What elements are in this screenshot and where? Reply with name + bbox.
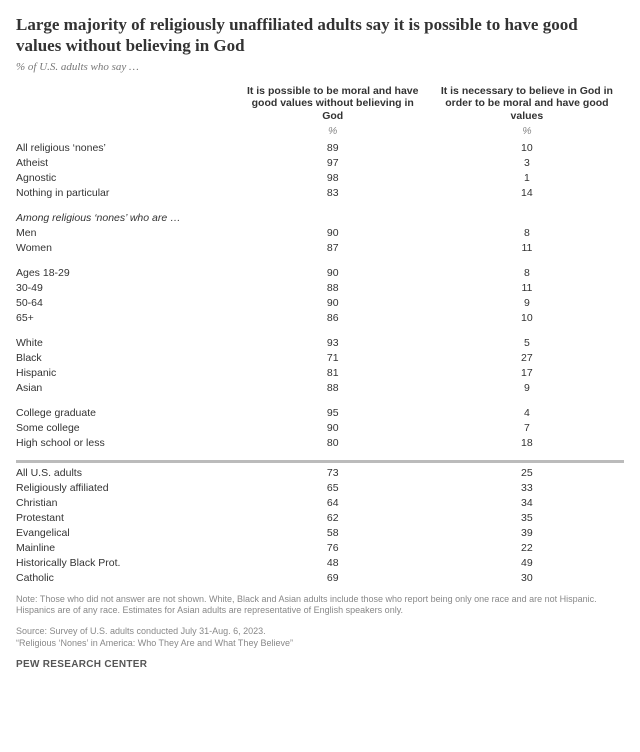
table-row: 65+8610 [16, 310, 624, 325]
note-text: Note: Those who did not answer are not s… [16, 594, 624, 617]
data-table: It is possible to be moral and have good… [16, 85, 624, 586]
table-row: Women8711 [16, 240, 624, 255]
pct-symbol: % [236, 124, 430, 140]
table-row: Asian889 [16, 380, 624, 395]
pct-symbol: % [430, 124, 624, 140]
section-header: Among religious ‘nones’ who are … [16, 210, 624, 225]
col1-header: It is possible to be moral and have good… [236, 85, 430, 125]
table-row: Atheist973 [16, 155, 624, 170]
table-row: Mainline7622 [16, 541, 624, 556]
table-row: Christian6434 [16, 496, 624, 511]
table-row: Nothing in particular8314 [16, 185, 624, 200]
table-row: 30-498811 [16, 280, 624, 295]
footer-brand: PEW RESEARCH CENTER [16, 659, 624, 670]
table-row: Black7127 [16, 350, 624, 365]
col2-header: It is necessary to believe in God in ord… [430, 85, 624, 125]
table-row: College graduate954 [16, 405, 624, 420]
table-row: Hispanic8117 [16, 365, 624, 380]
subtitle: % of U.S. adults who say … [16, 61, 624, 73]
table-row: Ages 18-29908 [16, 265, 624, 280]
table-row: Historically Black Prot.4849 [16, 556, 624, 571]
table-row: 50-64909 [16, 295, 624, 310]
table-row: All U.S. adults7325 [16, 462, 624, 481]
table-row: Catholic6930 [16, 571, 624, 586]
table-row: Protestant6235 [16, 511, 624, 526]
table-row: High school or less8018 [16, 435, 624, 450]
source-text: Source: Survey of U.S. adults conducted … [16, 626, 624, 649]
table-row: Evangelical5839 [16, 526, 624, 541]
table-row: Some college907 [16, 420, 624, 435]
table-row: Men908 [16, 225, 624, 240]
table-row: Agnostic981 [16, 170, 624, 185]
table-row: White935 [16, 335, 624, 350]
table-row: All religious ‘nones’8910 [16, 140, 624, 155]
table-row: Religiously affiliated6533 [16, 481, 624, 496]
page-title: Large majority of religiously unaffiliat… [16, 14, 624, 57]
